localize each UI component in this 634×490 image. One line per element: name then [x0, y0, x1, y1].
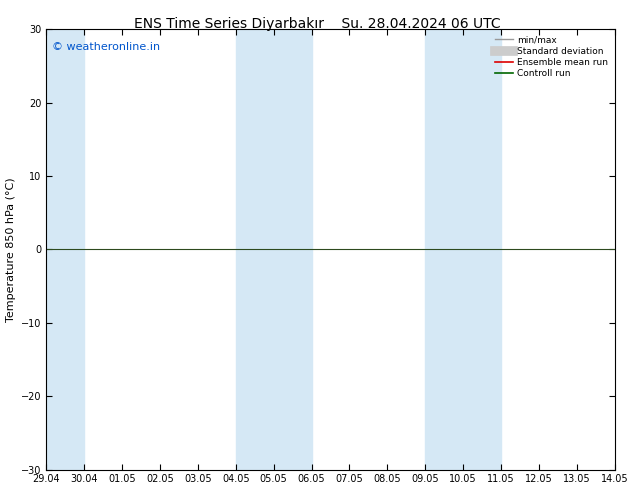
- Bar: [236, 29, 312, 469]
- Bar: [46, 29, 84, 469]
- Text: ENS Time Series Diyarbakır    Su. 28.04.2024 06 UTC: ENS Time Series Diyarbakır Su. 28.04.202…: [134, 17, 500, 31]
- Legend: min/max, Standard deviation, Ensemble mean run, Controll run: min/max, Standard deviation, Ensemble me…: [493, 34, 610, 80]
- Bar: [425, 29, 501, 469]
- Y-axis label: Temperature 850 hPa (°C): Temperature 850 hPa (°C): [6, 177, 16, 321]
- Text: © weatheronline.in: © weatheronline.in: [52, 42, 160, 52]
